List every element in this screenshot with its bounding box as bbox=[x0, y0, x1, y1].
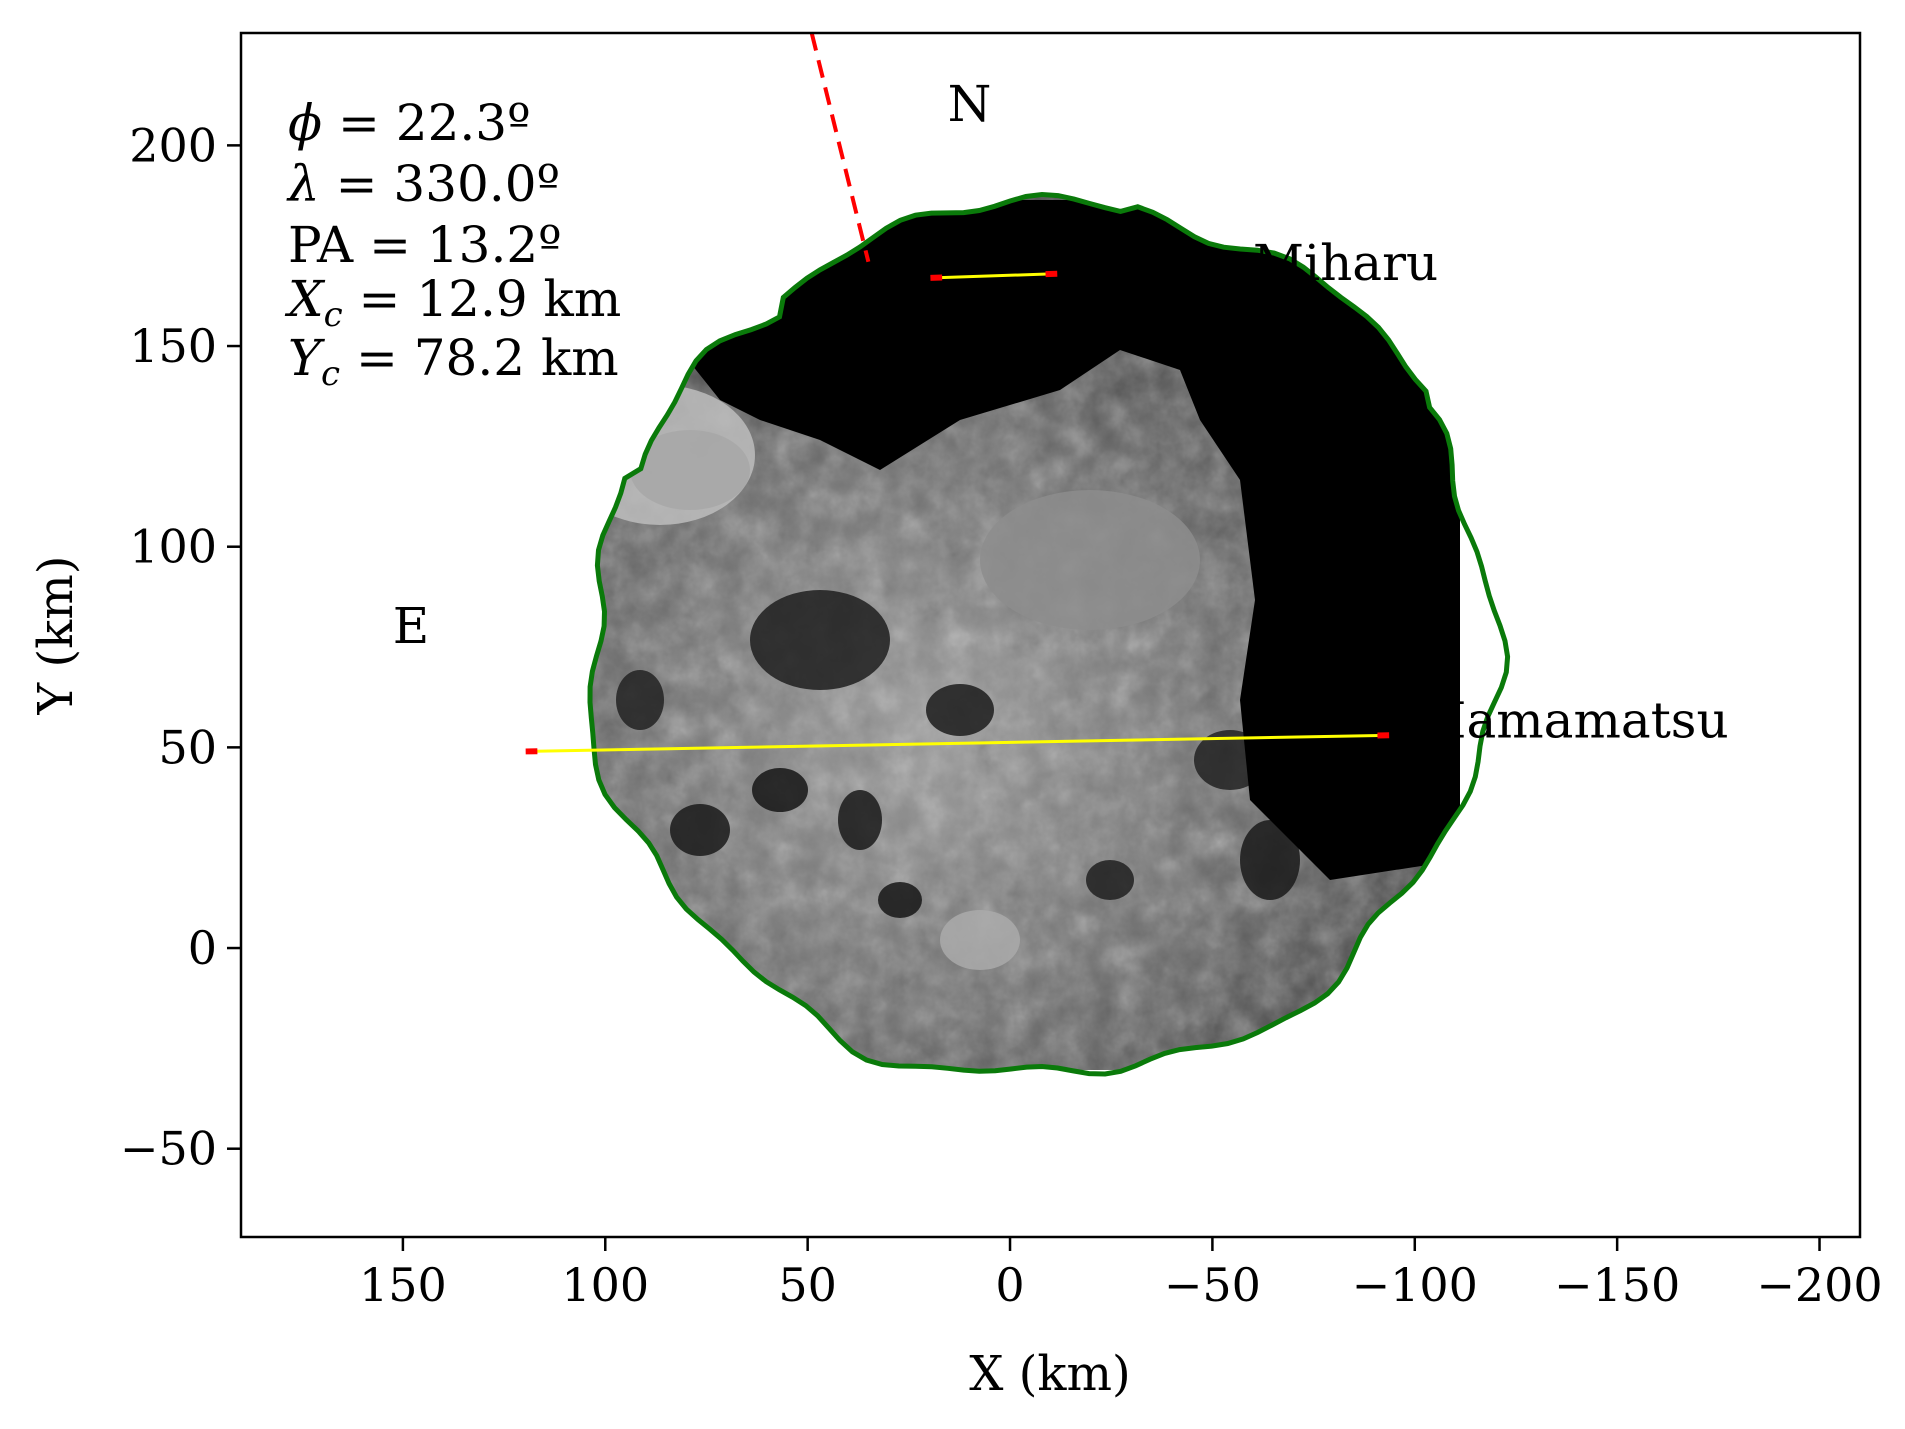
x-tick-label: −150 bbox=[1554, 1258, 1680, 1312]
chord-line bbox=[528, 733, 1387, 753]
annotations: NE bbox=[393, 75, 992, 655]
x-tick-label: −50 bbox=[1164, 1258, 1261, 1312]
parameter-line: Xc = 12.9 km bbox=[284, 270, 621, 335]
parameter-line: Yc = 78.2 km bbox=[288, 329, 619, 394]
x-tick-label: 50 bbox=[778, 1258, 837, 1312]
chord-line bbox=[933, 272, 1055, 280]
limb-outline bbox=[587, 191, 1511, 1077]
x-axis-ticks: 150 100 50 0 −50 −100 −150 −200 bbox=[359, 1237, 1883, 1312]
plot-frame bbox=[239, 31, 1862, 1239]
x-tick-label: 0 bbox=[995, 1258, 1024, 1312]
y-tick-label: 150 bbox=[129, 319, 217, 373]
x-tick-label: 150 bbox=[359, 1258, 447, 1312]
night-side-shadow bbox=[590, 200, 1460, 880]
y-tick-label: 0 bbox=[188, 921, 217, 975]
x-axis-label: X (km) bbox=[969, 1346, 1130, 1402]
y-tick-label: −50 bbox=[120, 1122, 217, 1176]
direction-label: N bbox=[948, 75, 992, 133]
parameter-line: λ = 330.0º bbox=[286, 155, 560, 213]
y-axis-label: Y (km) bbox=[28, 556, 84, 716]
asteroid-shape-model bbox=[590, 194, 1460, 1070]
parameter-line: PA = 13.2º bbox=[288, 216, 562, 274]
x-tick-label: −100 bbox=[1352, 1258, 1478, 1312]
parameter-line: ϕ = 22.3º bbox=[288, 94, 531, 152]
y-tick-label: 100 bbox=[129, 520, 217, 574]
chords: Miharu Hamamatsu bbox=[525, 234, 1729, 755]
direction-label: E bbox=[393, 597, 430, 655]
pole-direction-line bbox=[809, 33, 871, 263]
y-axis-ticks: 200 150 100 50 0 −50 bbox=[120, 118, 241, 1176]
x-tick-label: 100 bbox=[561, 1258, 649, 1312]
chord-station-label: Miharu bbox=[1253, 234, 1438, 292]
y-tick-label: 50 bbox=[158, 720, 217, 774]
y-tick-label: 200 bbox=[129, 118, 217, 172]
x-tick-label: −200 bbox=[1756, 1258, 1882, 1312]
chord-station-label: Hamamatsu bbox=[1423, 691, 1729, 749]
